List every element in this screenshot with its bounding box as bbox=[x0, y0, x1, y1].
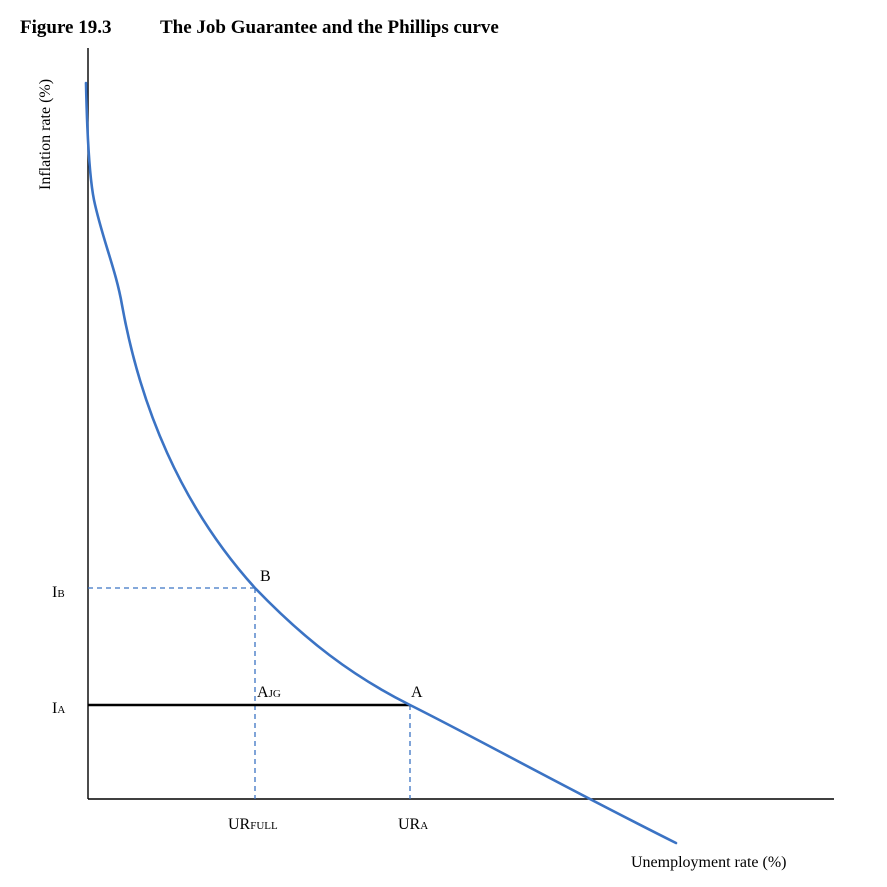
y-tick-ib-sub: B bbox=[57, 588, 64, 600]
x-tick-ura: URA bbox=[398, 816, 428, 833]
figure-title: The Job Guarantee and the Phillips curve bbox=[160, 17, 499, 38]
y-tick-ib-main: I bbox=[52, 584, 57, 601]
x-tick-urfull-main: UR bbox=[228, 816, 251, 833]
y-tick-ia: IA bbox=[52, 700, 65, 717]
point-ajg-label: AJG bbox=[257, 684, 281, 701]
point-ajg-sub: JG bbox=[269, 688, 281, 700]
y-tick-ia-sub: A bbox=[57, 704, 65, 716]
point-a-label: A bbox=[411, 684, 423, 701]
x-tick-ura-main: UR bbox=[398, 816, 421, 833]
x-tick-urfull-sub: FULL bbox=[250, 820, 278, 832]
x-tick-ura-sub: A bbox=[420, 820, 428, 832]
y-tick-ib: IB bbox=[52, 584, 65, 601]
point-ajg-main: A bbox=[257, 684, 269, 701]
point-b-label: B bbox=[260, 568, 271, 585]
y-tick-ia-main: I bbox=[52, 700, 57, 717]
y-axis-title: Inflation rate (%) bbox=[37, 79, 54, 190]
x-tick-urfull: URFULL bbox=[228, 816, 278, 833]
figure-number: Figure 19.3 bbox=[20, 17, 111, 38]
x-axis-title: Unemployment rate (%) bbox=[631, 854, 787, 871]
phillips-curve bbox=[84, 81, 678, 845]
